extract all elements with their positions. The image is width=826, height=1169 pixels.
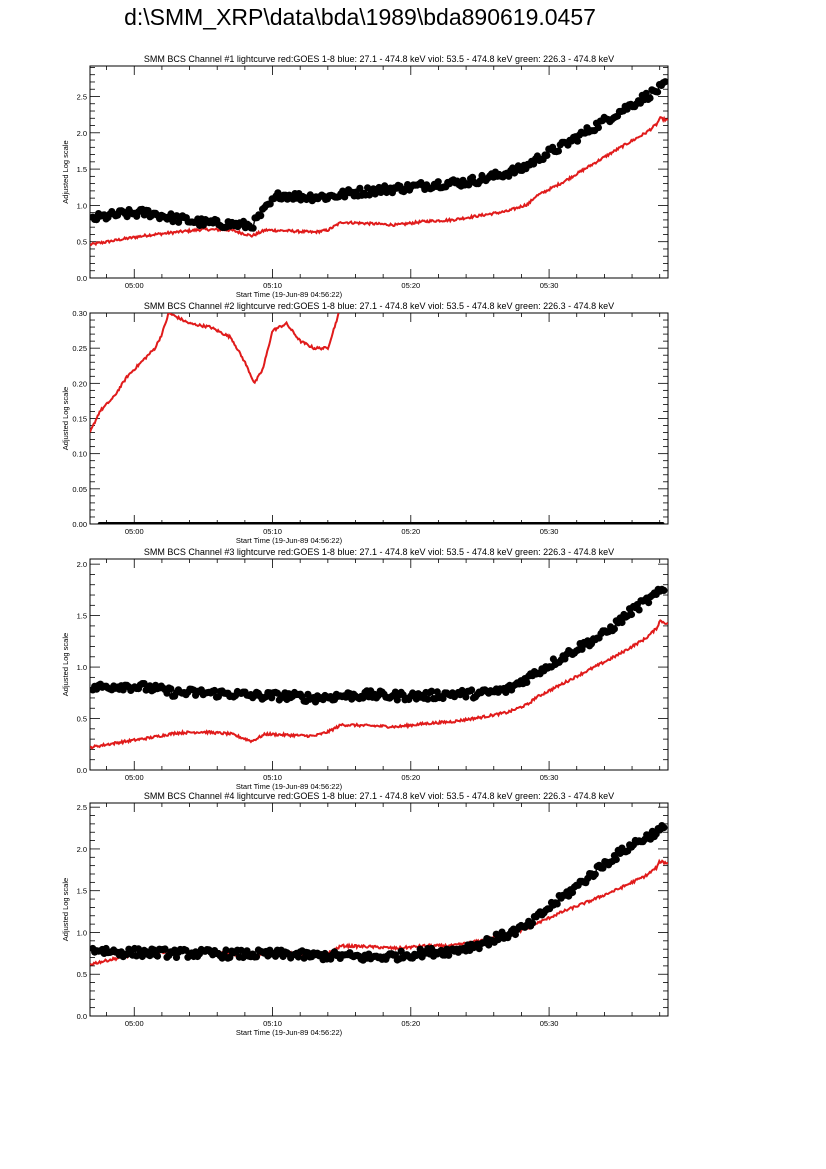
y-tick-label: 1.5: [77, 887, 87, 896]
chart-panel-1: SMM BCS Channel #1 lightcurve red:GOES 1…: [61, 54, 669, 299]
x-tick-label: 05:00: [125, 527, 144, 536]
series-markers: [90, 822, 668, 964]
series-trace: [92, 81, 666, 230]
series-markers: [90, 78, 668, 232]
y-tick-label: 0.0: [77, 766, 87, 775]
x-tick-label: 05:10: [263, 527, 282, 536]
y-tick-label: 1.0: [77, 201, 87, 210]
x-axis-label: Start Time (19-Jun-89 04:56:22): [236, 782, 343, 791]
y-tick-label: 0.0: [77, 274, 87, 283]
series-trace: [92, 824, 665, 962]
x-tick-label: 05:20: [401, 1019, 420, 1028]
x-tick-label: 05:00: [125, 281, 144, 290]
x-tick-label: 05:20: [401, 281, 420, 290]
series-line: [90, 619, 668, 750]
x-axis-label: Start Time (19-Jun-89 04:56:22): [236, 1028, 343, 1037]
plot-frame: [89, 65, 669, 279]
y-tick-label: 0.5: [77, 970, 87, 979]
series-layer: [90, 822, 668, 966]
chart-panel-4: SMM BCS Channel #4 lightcurve red:GOES 1…: [61, 791, 669, 1037]
page-title: d:\SMM_XRP\data\bda\1989\bda890619.0457: [124, 4, 596, 30]
plot-frame: [89, 558, 669, 771]
chart-panel-3: SMM BCS Channel #3 lightcurve red:GOES 1…: [61, 547, 669, 791]
y-tick-label: 2.0: [77, 129, 87, 138]
chart-title: SMM BCS Channel #2 lightcurve red:GOES 1…: [144, 301, 614, 311]
x-tick-label: 05:10: [263, 281, 282, 290]
x-tick-label: 05:10: [263, 773, 282, 782]
chart-title: SMM BCS Channel #3 lightcurve red:GOES 1…: [144, 547, 614, 557]
y-tick-label: 1.5: [77, 165, 87, 174]
x-tick-label: 05:30: [540, 527, 559, 536]
x-axis-label: Start Time (19-Jun-89 04:56:22): [236, 290, 343, 299]
x-tick-label: 05:30: [540, 773, 559, 782]
y-axis-label: Adjusted Log scale: [61, 387, 70, 450]
y-tick-label: 0.5: [77, 238, 87, 247]
series-markers: [90, 585, 668, 706]
series-markers: [97, 522, 665, 524]
y-tick-label: 2.5: [77, 803, 87, 812]
x-tick-label: 05:20: [401, 527, 420, 536]
series-line: [90, 313, 340, 433]
y-tick-label: 2.0: [77, 560, 87, 569]
series-layer: [90, 313, 665, 524]
y-axis-label: Adjusted Log scale: [61, 140, 70, 203]
x-axis-label: Start Time (19-Jun-89 04:56:22): [236, 536, 343, 545]
y-tick-label: 1.0: [77, 663, 87, 672]
plot-frame: [89, 312, 669, 525]
series-trace: [92, 588, 665, 704]
y-tick-label: 0.15: [72, 415, 87, 424]
chart-title: SMM BCS Channel #1 lightcurve red:GOES 1…: [144, 54, 614, 64]
y-tick-label: 0.10: [72, 450, 87, 459]
y-axis-label: Adjusted Log scale: [61, 878, 70, 941]
y-tick-label: 0.05: [72, 485, 87, 494]
x-tick-label: 05:10: [263, 1019, 282, 1028]
y-tick-label: 0.30: [72, 309, 87, 318]
y-tick-label: 2.5: [77, 92, 87, 101]
x-tick-label: 05:00: [125, 1019, 144, 1028]
y-tick-label: 0.20: [72, 379, 87, 388]
plot-frame: [89, 802, 669, 1017]
chart-panel-2: SMM BCS Channel #2 lightcurve red:GOES 1…: [61, 301, 669, 545]
series-line: [90, 115, 668, 247]
y-tick-label: 2.0: [77, 845, 87, 854]
y-tick-label: 0.5: [77, 715, 87, 724]
x-tick-label: 05:20: [401, 773, 420, 782]
series-layer: [90, 585, 668, 750]
y-tick-label: 1.0: [77, 928, 87, 937]
x-tick-label: 05:30: [540, 281, 559, 290]
series-layer: [90, 78, 668, 247]
y-tick-label: 0.00: [72, 520, 87, 529]
x-tick-label: 05:00: [125, 773, 144, 782]
y-tick-label: 1.5: [77, 612, 87, 621]
y-tick-label: 0.0: [77, 1012, 87, 1021]
y-tick-label: 0.25: [72, 344, 87, 353]
y-axis-label: Adjusted Log scale: [61, 633, 70, 696]
x-tick-label: 05:30: [540, 1019, 559, 1028]
chart-title: SMM BCS Channel #4 lightcurve red:GOES 1…: [144, 791, 614, 801]
